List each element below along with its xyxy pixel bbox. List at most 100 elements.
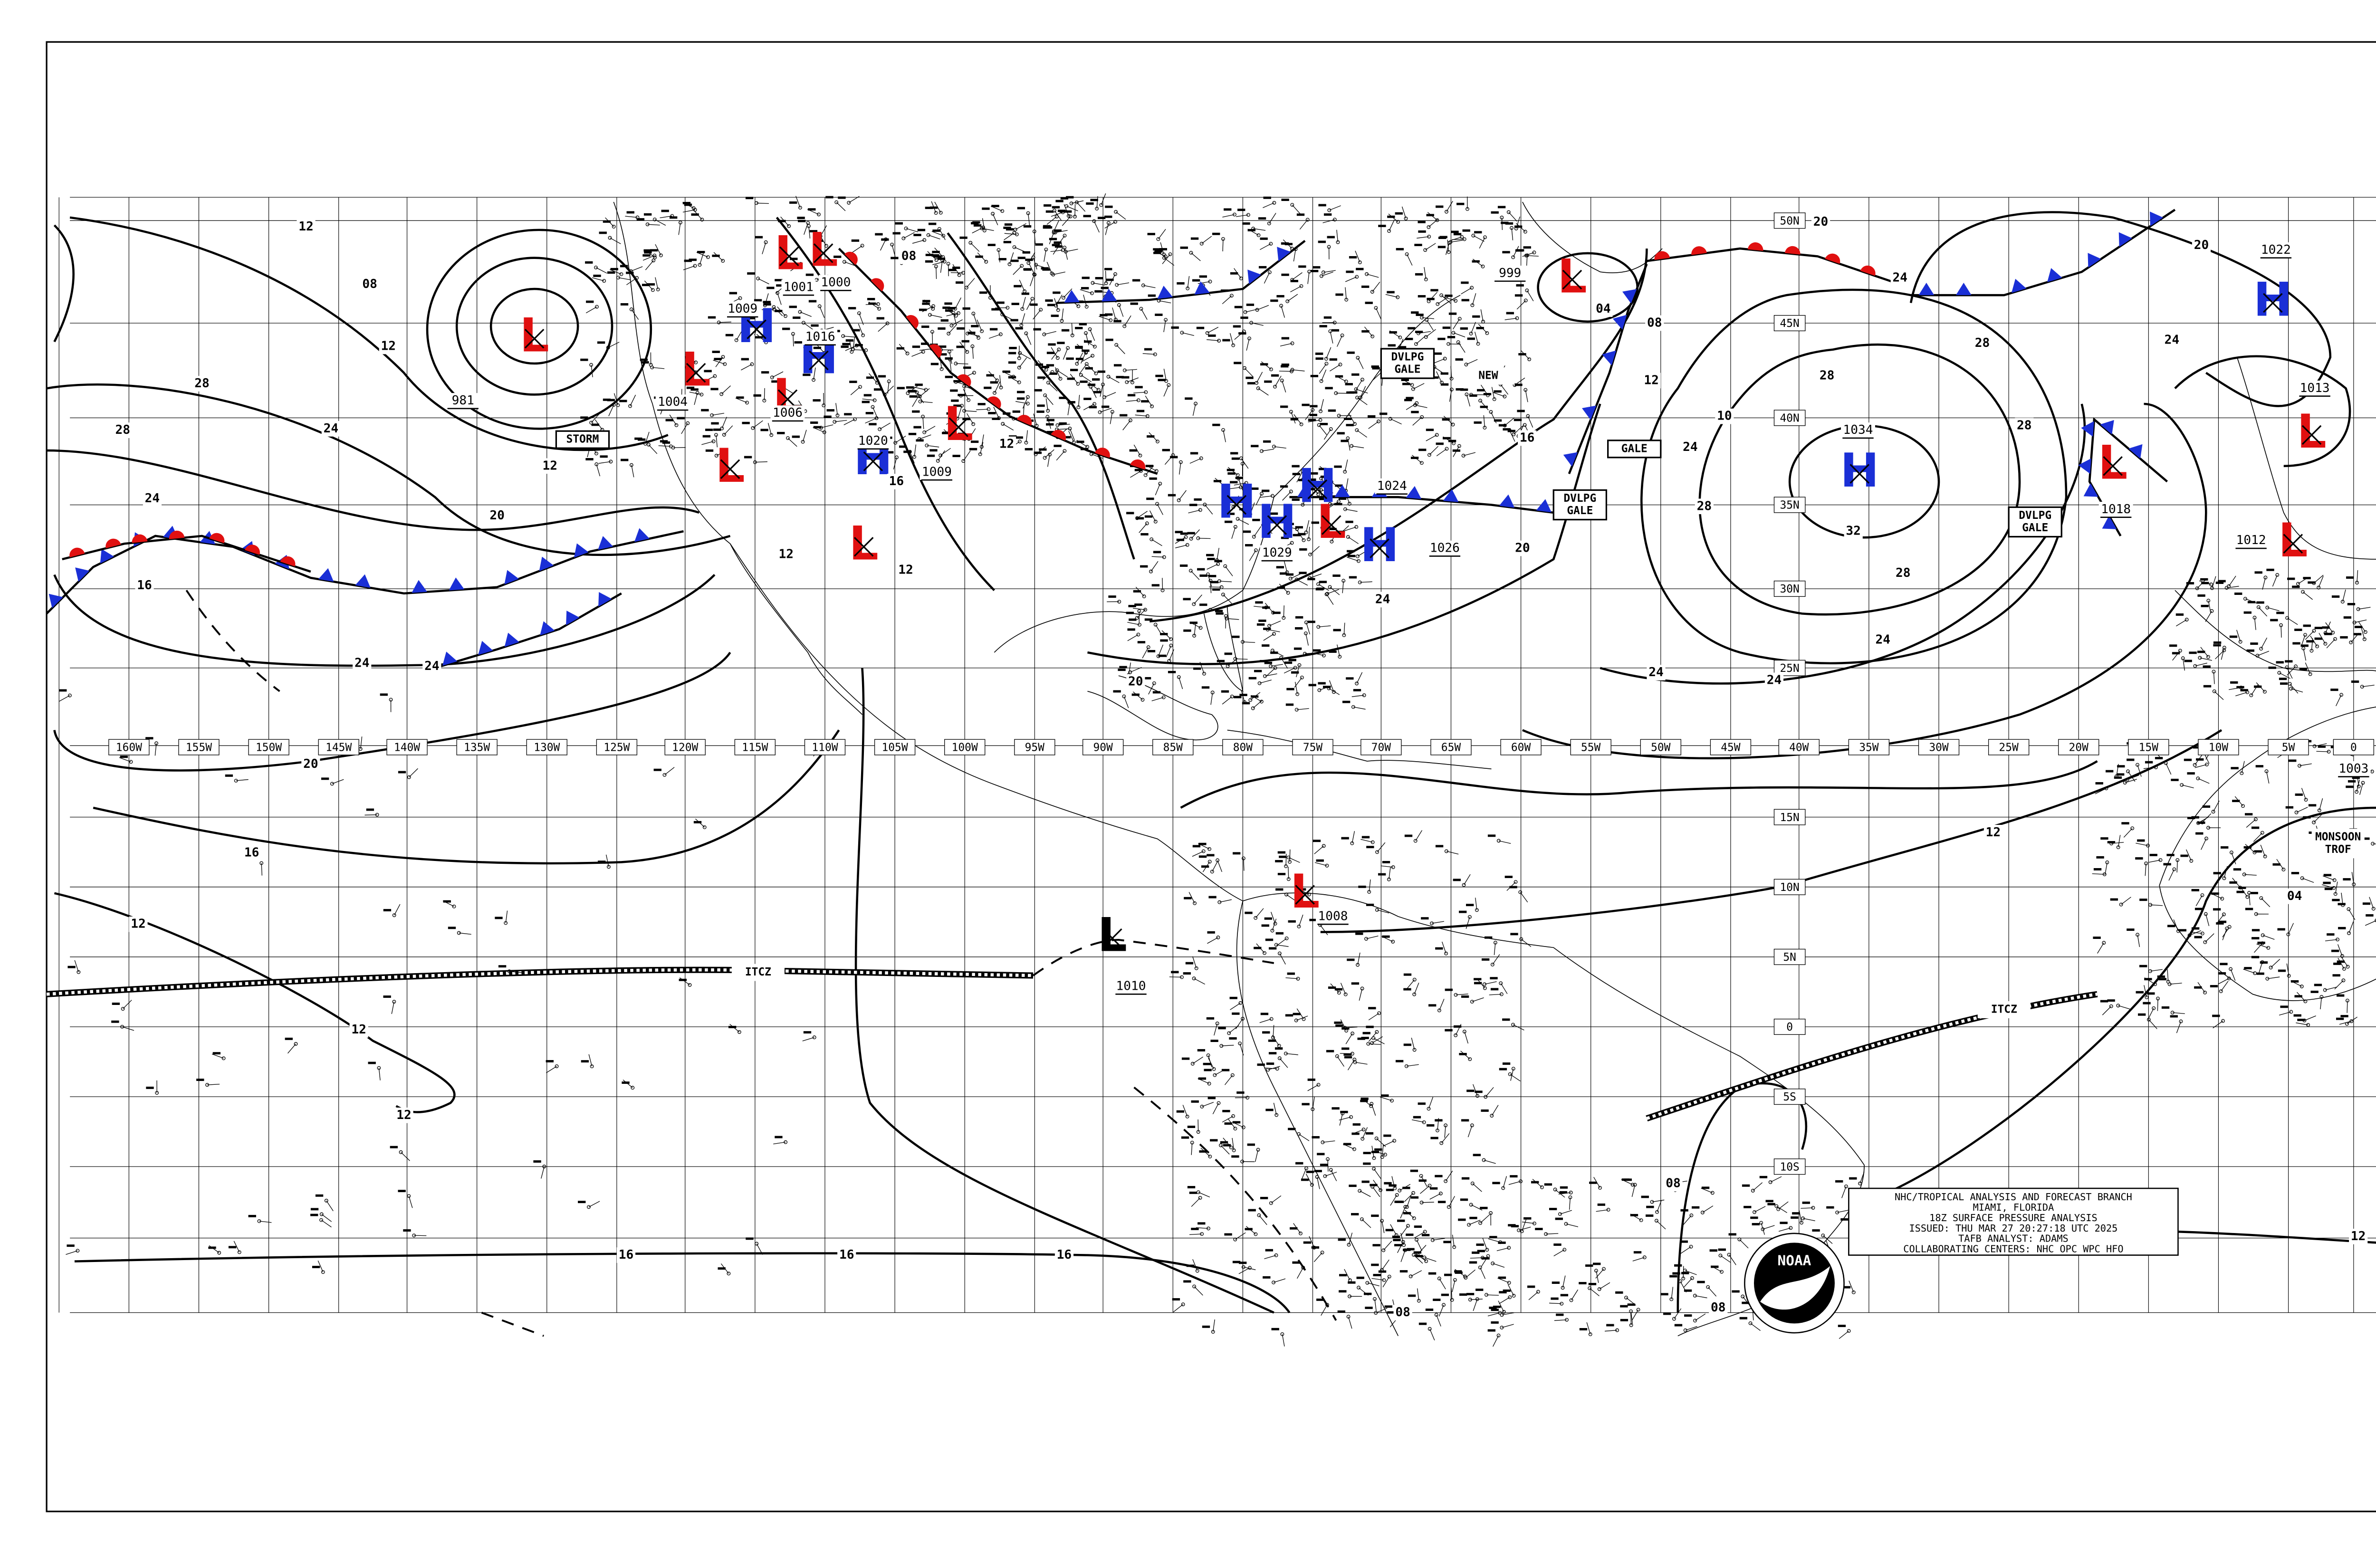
wind-barb bbox=[2290, 688, 2303, 693]
wind-barb bbox=[2338, 957, 2345, 969]
station bbox=[1076, 382, 1080, 386]
station bbox=[1858, 1181, 1862, 1186]
wind-barb bbox=[2213, 671, 2215, 684]
station-text bbox=[1295, 526, 1303, 529]
wind-barb bbox=[1163, 385, 1169, 397]
station-text bbox=[196, 1079, 204, 1081]
station-text bbox=[2197, 594, 2205, 597]
center-letter: L bbox=[775, 226, 805, 280]
station-text bbox=[2155, 757, 2163, 759]
station bbox=[2184, 618, 2189, 622]
station bbox=[1084, 305, 1089, 309]
station bbox=[1251, 706, 1255, 710]
station bbox=[1337, 991, 1341, 995]
station-text bbox=[1334, 503, 1342, 506]
station bbox=[1162, 252, 1166, 257]
wind-barb bbox=[1375, 307, 1381, 320]
station-text bbox=[776, 284, 784, 287]
wind-barb bbox=[1345, 508, 1358, 512]
station-text bbox=[1672, 1272, 1680, 1275]
station-text bbox=[1489, 1306, 1497, 1309]
station-text bbox=[1268, 1039, 1276, 1042]
station-text bbox=[597, 341, 605, 344]
station bbox=[1322, 653, 1326, 658]
wind-barb bbox=[843, 335, 856, 338]
wind-barb bbox=[1480, 400, 1489, 411]
station-text bbox=[1210, 1040, 1218, 1042]
map-label: GALE bbox=[1567, 505, 1593, 517]
station bbox=[1354, 525, 1359, 529]
lon-label-box bbox=[664, 739, 706, 755]
wind-barb bbox=[1296, 579, 1308, 586]
station bbox=[1469, 1203, 1473, 1207]
wind-barb bbox=[1566, 1224, 1579, 1227]
station bbox=[2332, 878, 2337, 882]
station-text bbox=[1434, 352, 1442, 355]
lon-label-box bbox=[1083, 739, 1124, 755]
station-text bbox=[2166, 853, 2175, 856]
station bbox=[1387, 1274, 1391, 1279]
station-text bbox=[761, 371, 769, 374]
station-text bbox=[390, 1146, 398, 1148]
station-text bbox=[1054, 241, 1062, 244]
station bbox=[2263, 575, 2268, 580]
station-text bbox=[1151, 584, 1159, 587]
station bbox=[1143, 473, 1148, 477]
station-text bbox=[1410, 1196, 1419, 1199]
wind-barb bbox=[1062, 216, 1071, 226]
station bbox=[1360, 1137, 1365, 1141]
wind-barb bbox=[2167, 969, 2169, 982]
wind-barb bbox=[906, 228, 918, 232]
station-text bbox=[1460, 327, 1468, 330]
station bbox=[1198, 626, 1203, 630]
station-text bbox=[383, 995, 391, 998]
center-cross bbox=[1562, 269, 1582, 290]
station bbox=[2123, 781, 2127, 785]
station-text bbox=[689, 258, 697, 261]
wind-barb bbox=[1383, 1241, 1392, 1251]
station-text bbox=[899, 445, 907, 448]
station bbox=[2317, 808, 2321, 813]
station-text bbox=[1261, 924, 1269, 927]
station-text bbox=[1351, 1213, 1359, 1215]
station-text bbox=[2287, 577, 2295, 580]
station bbox=[2303, 999, 2308, 1004]
station-text bbox=[1484, 936, 1493, 939]
station bbox=[953, 306, 958, 311]
station-text bbox=[1365, 301, 1373, 304]
station-text bbox=[1239, 508, 1247, 511]
wind-barb bbox=[1274, 446, 1286, 449]
station-text bbox=[685, 356, 693, 359]
station bbox=[1219, 1143, 1223, 1147]
station-text bbox=[1217, 660, 1225, 662]
station-text bbox=[1680, 1209, 1688, 1212]
wind-barb bbox=[1632, 1257, 1645, 1262]
lon-label: 125W bbox=[604, 742, 630, 754]
station bbox=[2347, 907, 2351, 911]
station-text bbox=[1459, 910, 1467, 913]
station bbox=[1229, 1145, 1233, 1149]
station-text bbox=[925, 207, 933, 209]
wind-barb bbox=[2198, 778, 2210, 784]
cold-front-barb bbox=[2128, 444, 2143, 459]
station-text bbox=[1531, 1181, 1539, 1184]
wind-barb bbox=[1410, 1270, 1422, 1277]
wind-barb bbox=[2302, 592, 2313, 600]
station-text bbox=[1266, 1062, 1274, 1065]
station bbox=[635, 276, 639, 280]
wind-barb bbox=[1348, 536, 1359, 544]
wind-barb bbox=[1127, 621, 1140, 625]
lon-label-box bbox=[1014, 739, 1055, 755]
center-cross bbox=[2103, 456, 2123, 476]
station-text bbox=[1025, 258, 1033, 261]
wind-barb bbox=[1115, 211, 1126, 220]
station bbox=[602, 279, 606, 283]
wind-barb bbox=[1163, 320, 1166, 333]
station bbox=[221, 1056, 226, 1061]
station-text bbox=[1133, 590, 1141, 593]
isobar-label-bg bbox=[301, 756, 320, 772]
station-text bbox=[533, 1160, 541, 1163]
wind-barb bbox=[1346, 556, 1359, 562]
wind-barb bbox=[1139, 523, 1148, 533]
station-text bbox=[1418, 1179, 1427, 1182]
